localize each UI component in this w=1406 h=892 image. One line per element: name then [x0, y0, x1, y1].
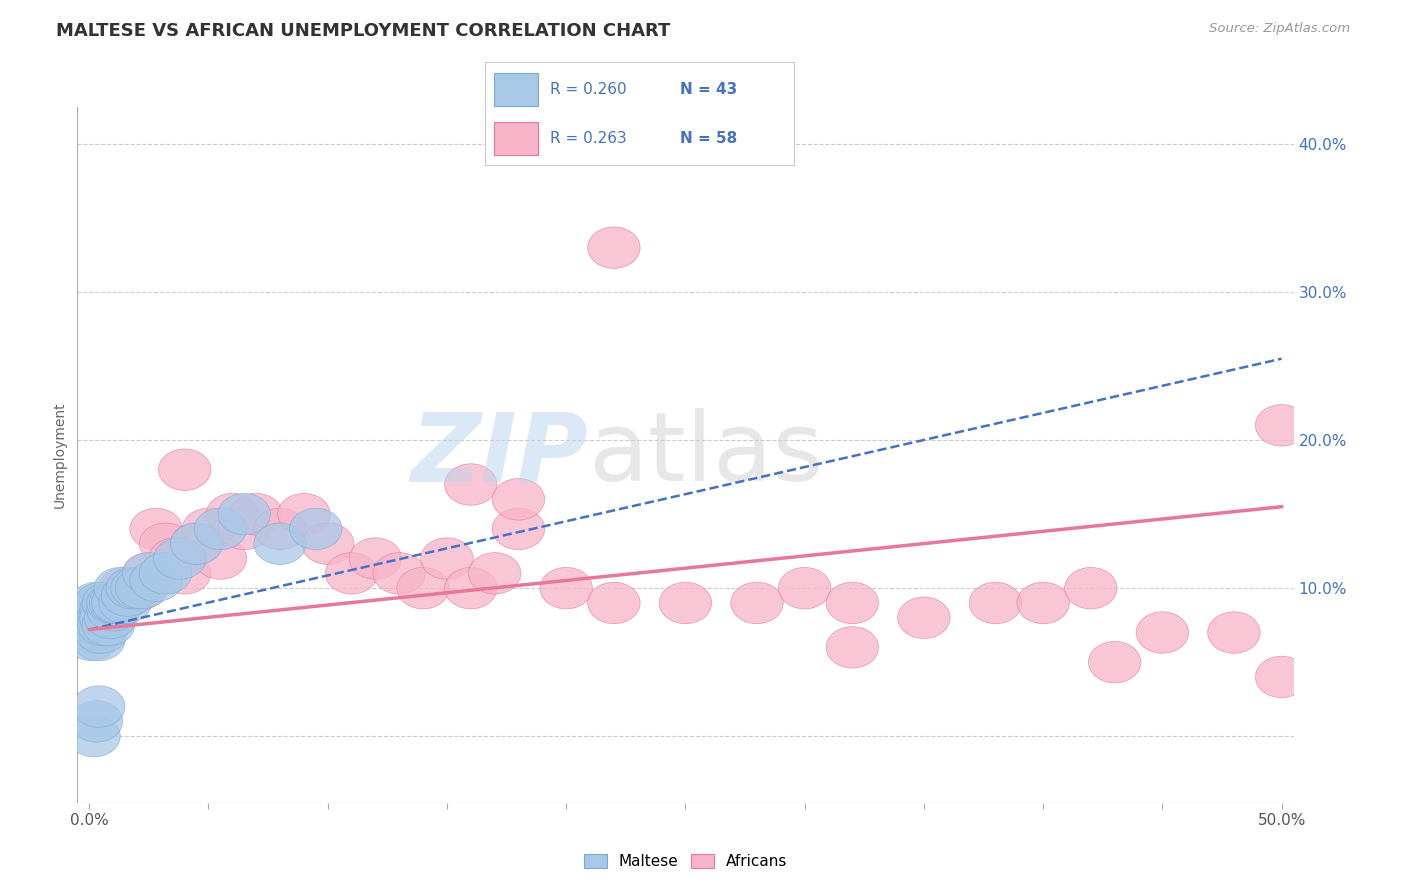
Text: MALTESE VS AFRICAN UNEMPLOYMENT CORRELATION CHART: MALTESE VS AFRICAN UNEMPLOYMENT CORRELAT…	[56, 22, 671, 40]
Bar	[495, 73, 537, 105]
Text: ZIP: ZIP	[411, 409, 588, 501]
Y-axis label: Unemployment: Unemployment	[53, 401, 67, 508]
Legend: Maltese, Africans: Maltese, Africans	[578, 847, 793, 875]
Text: N = 43: N = 43	[681, 81, 737, 96]
Text: Source: ZipAtlas.com: Source: ZipAtlas.com	[1209, 22, 1350, 36]
Bar	[495, 122, 537, 155]
Text: R = 0.260: R = 0.260	[550, 81, 627, 96]
Text: R = 0.263: R = 0.263	[550, 131, 627, 146]
Text: N = 58: N = 58	[681, 131, 737, 146]
Text: atlas: atlas	[588, 409, 824, 501]
